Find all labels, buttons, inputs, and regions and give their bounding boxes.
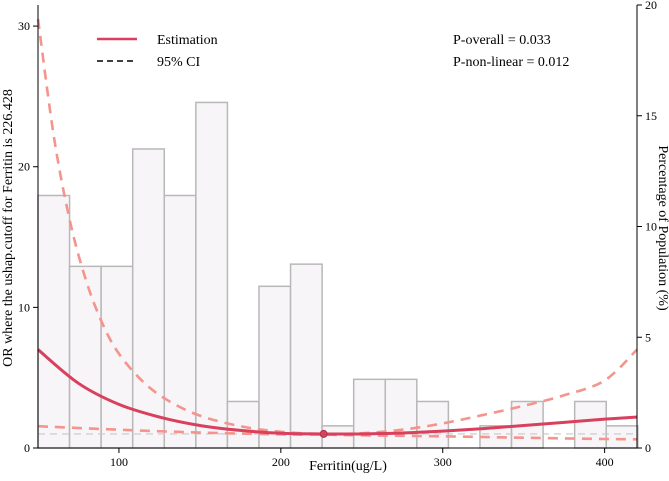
p-nonlinear-annotation: P-non-linear = 0.012 [453, 55, 569, 70]
reference-point [319, 429, 328, 438]
y-right-tick-label-20: 20 [645, 0, 657, 12]
histogram-bar-2 [100, 265, 134, 449]
histogram-bar-7 [258, 285, 292, 449]
histogram-bar-11 [384, 378, 418, 449]
y-right-tick-label-0: 0 [645, 441, 651, 455]
y-axis-left-title: OR where the ushap.cutoff for Ferritin i… [1, 89, 16, 367]
histogram-bar-5 [195, 101, 229, 449]
histogram-bar-10 [352, 378, 387, 449]
histogram-bar-0 [37, 194, 71, 449]
legend: Estimation 95% CI [97, 33, 218, 70]
y-left-tick-label-0: 0 [24, 441, 30, 455]
y-left-tick-label-10: 10 [18, 300, 30, 314]
histogram-bar-8 [289, 263, 323, 449]
histogram-bar-3 [131, 148, 166, 449]
series-line-estimation [37, 348, 638, 436]
histogram-bar-4 [163, 194, 197, 449]
histogram-bar-17 [573, 400, 607, 449]
legend-ci-label: 95% CI [157, 55, 201, 70]
p-overall-annotation: P-overall = 0.033 [453, 33, 551, 48]
x-tick-label-400: 400 [596, 455, 614, 469]
curves-group [36, 18, 638, 441]
y-right-tick-label-5: 5 [645, 330, 651, 344]
x-tick-label-300: 300 [434, 455, 452, 469]
histogram-bars [37, 101, 639, 449]
y-left-tick-label-20: 20 [18, 160, 30, 174]
y-left-tick-label-30: 30 [18, 19, 30, 33]
x-axis-title: Ferritin(ug/L) [309, 459, 387, 474]
y-right-tick-label-15: 15 [645, 109, 657, 123]
histogram-bar-1 [68, 265, 102, 449]
histogram-bar-9 [321, 425, 355, 449]
y-right-tick-label-10: 10 [645, 220, 657, 234]
series-line-95-ci-upper [36, 18, 638, 436]
histogram-bar-18 [605, 425, 639, 449]
y-axis-right-title: Percentage of Population (%) [655, 145, 669, 311]
x-tick-label-100: 100 [110, 455, 128, 469]
legend-estimation-label: Estimation [157, 33, 218, 48]
x-tick-label-200: 200 [272, 455, 290, 469]
series-line-95-ci-lower [37, 424, 638, 441]
